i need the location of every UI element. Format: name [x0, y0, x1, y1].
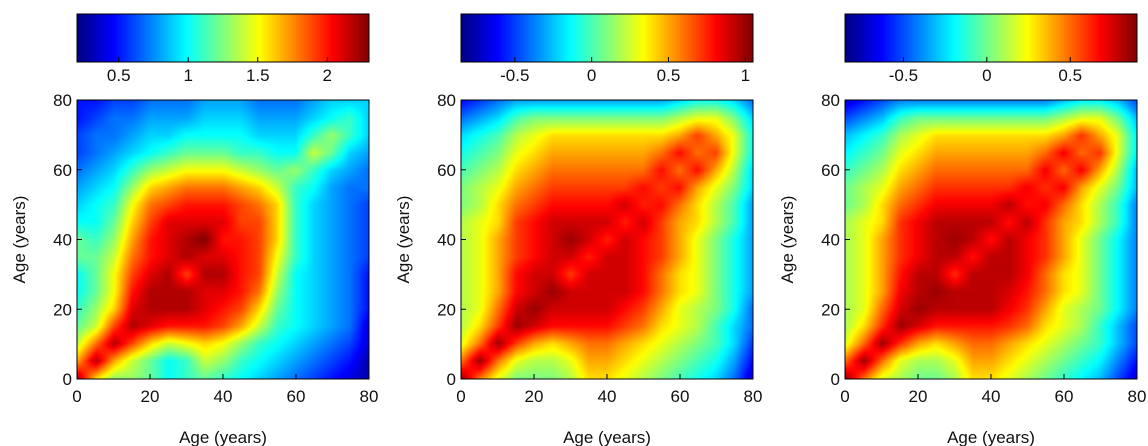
y-tick-label: 20 — [53, 300, 72, 319]
y-tick-label: 0 — [447, 370, 456, 389]
x-tick-label: 40 — [982, 387, 1001, 406]
y-tick-label: 60 — [53, 161, 72, 180]
colorbar-tick-label: -0.5 — [889, 66, 918, 85]
x-tick-label: 60 — [287, 387, 306, 406]
colorbar-1: 0.5 1 1.5 2 — [76, 13, 370, 85]
x-tick-label: 80 — [1128, 387, 1147, 406]
x-tick-label: 40 — [214, 387, 233, 406]
colorbar-tick-label: 0 — [982, 66, 991, 85]
y-tick-label: 20 — [437, 300, 456, 319]
y-tick-label: 80 — [437, 91, 456, 110]
heatmap-panel-2: -0.5 0 0.5 1 0 20 40 60 80 0 20 40 60 80 Age (years) Ag… — [394, 13, 763, 446]
x-tick-label: 40 — [598, 387, 617, 406]
x-tick-label: 20 — [525, 387, 544, 406]
y-tick-label: 60 — [821, 161, 840, 180]
y-axis-label: Age (years) — [394, 196, 413, 284]
x-tick-label: 0 — [456, 387, 465, 406]
heatmap-surface — [77, 100, 369, 379]
heatmap-panel-3: -0.5 0 0.5 0 20 40 60 80 0 20 40 60 80 Age (years) Age… — [778, 13, 1147, 446]
y-tick-label: 20 — [821, 300, 840, 319]
y-tick-label: 0 — [63, 370, 72, 389]
x-tick-label: 0 — [72, 387, 81, 406]
colorbar-3: -0.5 0 0.5 — [844, 13, 1138, 85]
colorbar-tick-label: 1 — [184, 66, 193, 85]
y-tick-label: 60 — [437, 161, 456, 180]
x-tick-label: 60 — [1055, 387, 1074, 406]
colorbar-tick-label: 0.5 — [1058, 66, 1082, 85]
y-tick-label: 0 — [831, 370, 840, 389]
heatmap-surface — [845, 100, 1137, 379]
colorbar-tick-label: 0 — [587, 66, 596, 85]
colorbar-gradient — [76, 13, 370, 63]
x-tick-label: 60 — [671, 387, 690, 406]
colorbar-gradient — [460, 13, 754, 63]
y-tick-label: 80 — [821, 91, 840, 110]
colorbar-tick-label: 1 — [741, 66, 750, 85]
x-tick-label: 20 — [141, 387, 160, 406]
y-axis-label: Age (years) — [778, 196, 797, 284]
colorbar-2: -0.5 0 0.5 1 — [460, 13, 754, 85]
y-tick-label: 40 — [821, 231, 840, 250]
colorbar-gradient — [844, 13, 1138, 63]
y-tick-label: 40 — [437, 231, 456, 250]
colorbar-tick-label: 1.5 — [246, 66, 270, 85]
x-axis-label: Age (years) — [947, 428, 1035, 446]
x-axis-label: Age (years) — [563, 428, 651, 446]
x-tick-label: 0 — [840, 387, 849, 406]
heatmap-surface — [461, 100, 753, 379]
x-tick-label: 20 — [909, 387, 928, 406]
x-axis-label: Age (years) — [179, 428, 267, 446]
colorbar-tick-label: -0.5 — [500, 66, 529, 85]
y-tick-label: 80 — [53, 91, 72, 110]
x-tick-label: 80 — [360, 387, 379, 406]
x-tick-label: 80 — [744, 387, 763, 406]
y-tick-label: 40 — [53, 231, 72, 250]
colorbar-tick-label: 0.5 — [657, 66, 681, 85]
y-axis-label: Age (years) — [10, 196, 29, 284]
colorbar-tick-label: 0.5 — [107, 66, 131, 85]
colorbar-tick-label: 2 — [323, 66, 332, 85]
